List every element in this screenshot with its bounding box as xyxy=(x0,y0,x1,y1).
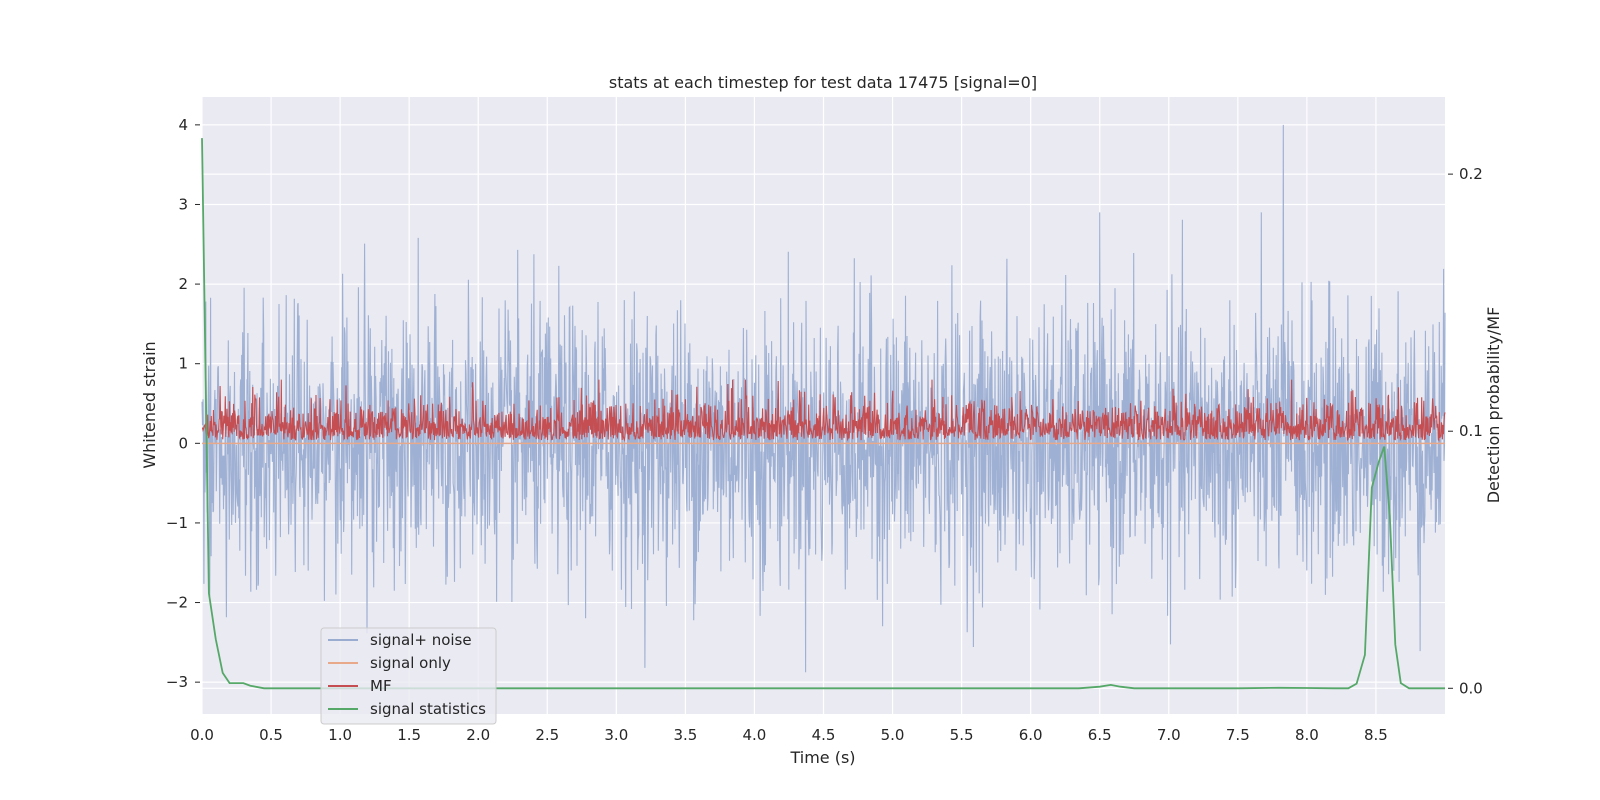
x-tick-label: 6.0 xyxy=(1019,726,1043,744)
x-axis-label: Time (s) xyxy=(789,748,855,767)
legend-label-signal-statistics: signal statistics xyxy=(370,700,486,718)
x-tick-label: 4.5 xyxy=(812,726,836,744)
mf-series xyxy=(201,379,1446,443)
x-tick-label: 5.0 xyxy=(881,726,905,744)
x-tick-label: 0.0 xyxy=(190,726,214,744)
x-tick-label: 3.0 xyxy=(604,726,628,744)
y-tick-label: 2 xyxy=(178,275,188,293)
x-tick-label: 5.5 xyxy=(950,726,974,744)
y2-tick-label: 0.0 xyxy=(1459,679,1483,697)
y-tick-label: 3 xyxy=(178,195,188,213)
chart-title: stats at each timestep for test data 174… xyxy=(609,73,1037,92)
x-tick-label: 8.5 xyxy=(1364,726,1388,744)
legend: signal+ noise signal only MF signal stat… xyxy=(320,627,497,725)
legend-label-mf: MF xyxy=(370,677,392,695)
y-axis-ticks: 4 3 2 1 0 −1 −2 −3 xyxy=(166,116,200,691)
x-tick-label: 1.0 xyxy=(328,726,352,744)
y-tick-label: −3 xyxy=(166,673,188,691)
x-tick-label: 3.5 xyxy=(673,726,697,744)
y-tick-label: 4 xyxy=(178,116,188,134)
y2-axis-ticks: 0.2 0.1 0.0 xyxy=(1448,165,1483,697)
x-tick-label: 8.0 xyxy=(1295,726,1319,744)
x-axis-ticks: 0.0 0.5 1.0 1.5 2.0 2.5 3.0 3.5 4.0 4.5 5.0 5.5 6.0 6… xyxy=(190,726,1388,744)
x-tick-label: 4.0 xyxy=(743,726,767,744)
y-tick-label: −1 xyxy=(166,514,188,532)
y2-tick-label: 0.1 xyxy=(1459,422,1483,440)
x-tick-label: 7.0 xyxy=(1157,726,1181,744)
legend-label-signal-only: signal only xyxy=(370,654,451,672)
x-tick-label: 0.5 xyxy=(259,726,283,744)
y-tick-label: −2 xyxy=(166,594,188,612)
x-tick-label: 2.5 xyxy=(535,726,559,744)
x-tick-label: 1.5 xyxy=(397,726,421,744)
legend-label-signal-noise: signal+ noise xyxy=(370,631,472,649)
x-tick-label: 6.5 xyxy=(1088,726,1112,744)
y2-tick-label: 0.2 xyxy=(1459,165,1483,183)
x-tick-label: 2.0 xyxy=(466,726,490,744)
y2-axis-label: Detection probability/MF xyxy=(1484,307,1503,504)
legend-box xyxy=(320,627,497,725)
y-axis-label: Whitened strain xyxy=(140,341,159,468)
y-tick-label: 0 xyxy=(178,434,188,452)
x-tick-label: 7.5 xyxy=(1226,726,1250,744)
y-tick-label: 1 xyxy=(178,355,188,373)
signal-statistics-series xyxy=(201,138,1445,690)
mf-line xyxy=(201,379,1446,443)
signal-statistics-line xyxy=(201,138,1445,690)
